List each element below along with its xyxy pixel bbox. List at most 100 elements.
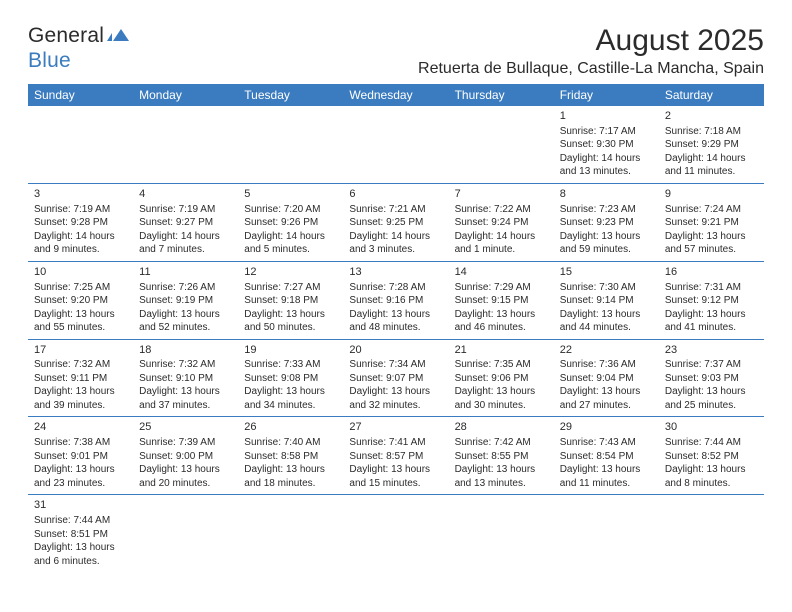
day-number: 14: [455, 265, 548, 280]
sunrise-text: Sunrise: 7:44 AM: [665, 436, 758, 450]
sunset-text: Sunset: 9:10 PM: [139, 372, 232, 386]
daylight-text: Daylight: 13 hours: [560, 463, 653, 477]
daylight-text: and 55 minutes.: [34, 321, 127, 335]
daylight-text: and 39 minutes.: [34, 399, 127, 413]
day-cell: [449, 495, 554, 572]
logo-text-blue: Blue: [28, 49, 71, 72]
sunset-text: Sunset: 9:12 PM: [665, 294, 758, 308]
day-number: 22: [560, 343, 653, 358]
sunrise-text: Sunrise: 7:32 AM: [139, 358, 232, 372]
daylight-text: and 34 minutes.: [244, 399, 337, 413]
sunrise-text: Sunrise: 7:32 AM: [34, 358, 127, 372]
week-row: 10Sunrise: 7:25 AMSunset: 9:20 PMDayligh…: [28, 261, 764, 339]
day-number: 7: [455, 187, 548, 202]
daylight-text: Daylight: 13 hours: [455, 308, 548, 322]
day-number: 28: [455, 420, 548, 435]
day-cell: [238, 495, 343, 572]
daylight-text: and 32 minutes.: [349, 399, 442, 413]
daylight-text: Daylight: 13 hours: [665, 230, 758, 244]
sunset-text: Sunset: 9:20 PM: [34, 294, 127, 308]
daylight-text: and 25 minutes.: [665, 399, 758, 413]
daylight-text: and 3 minutes.: [349, 243, 442, 257]
logo-text-general: General: [28, 24, 104, 47]
sunset-text: Sunset: 8:55 PM: [455, 450, 548, 464]
daylight-text: and 7 minutes.: [139, 243, 232, 257]
daylight-text: Daylight: 13 hours: [455, 385, 548, 399]
day-cell: 30Sunrise: 7:44 AMSunset: 8:52 PMDayligh…: [659, 417, 764, 495]
day-number: 18: [139, 343, 232, 358]
sunrise-text: Sunrise: 7:25 AM: [34, 281, 127, 295]
daylight-text: and 57 minutes.: [665, 243, 758, 257]
daylight-text: and 8 minutes.: [665, 477, 758, 491]
sunset-text: Sunset: 9:27 PM: [139, 216, 232, 230]
day-number: 5: [244, 187, 337, 202]
day-cell: 22Sunrise: 7:36 AMSunset: 9:04 PMDayligh…: [554, 339, 659, 417]
sunrise-text: Sunrise: 7:18 AM: [665, 125, 758, 139]
col-sunday: Sunday: [28, 84, 133, 106]
daylight-text: and 41 minutes.: [665, 321, 758, 335]
day-cell: 8Sunrise: 7:23 AMSunset: 9:23 PMDaylight…: [554, 183, 659, 261]
daylight-text: Daylight: 13 hours: [244, 463, 337, 477]
day-cell: [133, 495, 238, 572]
sunset-text: Sunset: 9:19 PM: [139, 294, 232, 308]
day-number: 3: [34, 187, 127, 202]
daylight-text: Daylight: 13 hours: [455, 463, 548, 477]
daylight-text: and 52 minutes.: [139, 321, 232, 335]
sunset-text: Sunset: 9:06 PM: [455, 372, 548, 386]
day-cell: 17Sunrise: 7:32 AMSunset: 9:11 PMDayligh…: [28, 339, 133, 417]
sunset-text: Sunset: 9:24 PM: [455, 216, 548, 230]
header-row: Sunday Monday Tuesday Wednesday Thursday…: [28, 84, 764, 106]
sunset-text: Sunset: 8:58 PM: [244, 450, 337, 464]
day-number: 13: [349, 265, 442, 280]
day-cell: [28, 106, 133, 183]
daylight-text: Daylight: 13 hours: [665, 308, 758, 322]
day-cell: 23Sunrise: 7:37 AMSunset: 9:03 PMDayligh…: [659, 339, 764, 417]
month-title: August 2025: [418, 24, 764, 58]
day-cell: [449, 106, 554, 183]
daylight-text: and 27 minutes.: [560, 399, 653, 413]
daylight-text: and 50 minutes.: [244, 321, 337, 335]
day-cell: 7Sunrise: 7:22 AMSunset: 9:24 PMDaylight…: [449, 183, 554, 261]
sunset-text: Sunset: 8:57 PM: [349, 450, 442, 464]
sunrise-text: Sunrise: 7:40 AM: [244, 436, 337, 450]
header: GeneralBlue August 2025 Retuerta de Bull…: [28, 24, 764, 78]
day-cell: 9Sunrise: 7:24 AMSunset: 9:21 PMDaylight…: [659, 183, 764, 261]
day-cell: [554, 495, 659, 572]
day-cell: 29Sunrise: 7:43 AMSunset: 8:54 PMDayligh…: [554, 417, 659, 495]
daylight-text: and 46 minutes.: [455, 321, 548, 335]
day-number: 4: [139, 187, 232, 202]
sunrise-text: Sunrise: 7:41 AM: [349, 436, 442, 450]
daylight-text: Daylight: 13 hours: [349, 385, 442, 399]
day-cell: 31Sunrise: 7:44 AMSunset: 8:51 PMDayligh…: [28, 495, 133, 572]
day-cell: 27Sunrise: 7:41 AMSunset: 8:57 PMDayligh…: [343, 417, 448, 495]
sunset-text: Sunset: 9:30 PM: [560, 138, 653, 152]
day-cell: 13Sunrise: 7:28 AMSunset: 9:16 PMDayligh…: [343, 261, 448, 339]
daylight-text: and 59 minutes.: [560, 243, 653, 257]
daylight-text: and 5 minutes.: [244, 243, 337, 257]
day-number: 24: [34, 420, 127, 435]
daylight-text: and 1 minute.: [455, 243, 548, 257]
day-cell: 1Sunrise: 7:17 AMSunset: 9:30 PMDaylight…: [554, 106, 659, 183]
sunrise-text: Sunrise: 7:27 AM: [244, 281, 337, 295]
col-tuesday: Tuesday: [238, 84, 343, 106]
calendar-table: Sunday Monday Tuesday Wednesday Thursday…: [28, 84, 764, 572]
day-cell: 2Sunrise: 7:18 AMSunset: 9:29 PMDaylight…: [659, 106, 764, 183]
daylight-text: and 9 minutes.: [34, 243, 127, 257]
sunrise-text: Sunrise: 7:28 AM: [349, 281, 442, 295]
daylight-text: and 30 minutes.: [455, 399, 548, 413]
daylight-text: and 18 minutes.: [244, 477, 337, 491]
daylight-text: Daylight: 13 hours: [34, 541, 127, 555]
daylight-text: Daylight: 14 hours: [244, 230, 337, 244]
week-row: 17Sunrise: 7:32 AMSunset: 9:11 PMDayligh…: [28, 339, 764, 417]
sunset-text: Sunset: 9:01 PM: [34, 450, 127, 464]
day-cell: [238, 106, 343, 183]
daylight-text: and 20 minutes.: [139, 477, 232, 491]
day-number: 31: [34, 498, 127, 513]
sunrise-text: Sunrise: 7:36 AM: [560, 358, 653, 372]
day-cell: 25Sunrise: 7:39 AMSunset: 9:00 PMDayligh…: [133, 417, 238, 495]
daylight-text: Daylight: 13 hours: [665, 385, 758, 399]
daylight-text: and 44 minutes.: [560, 321, 653, 335]
col-monday: Monday: [133, 84, 238, 106]
sunrise-text: Sunrise: 7:35 AM: [455, 358, 548, 372]
col-thursday: Thursday: [449, 84, 554, 106]
